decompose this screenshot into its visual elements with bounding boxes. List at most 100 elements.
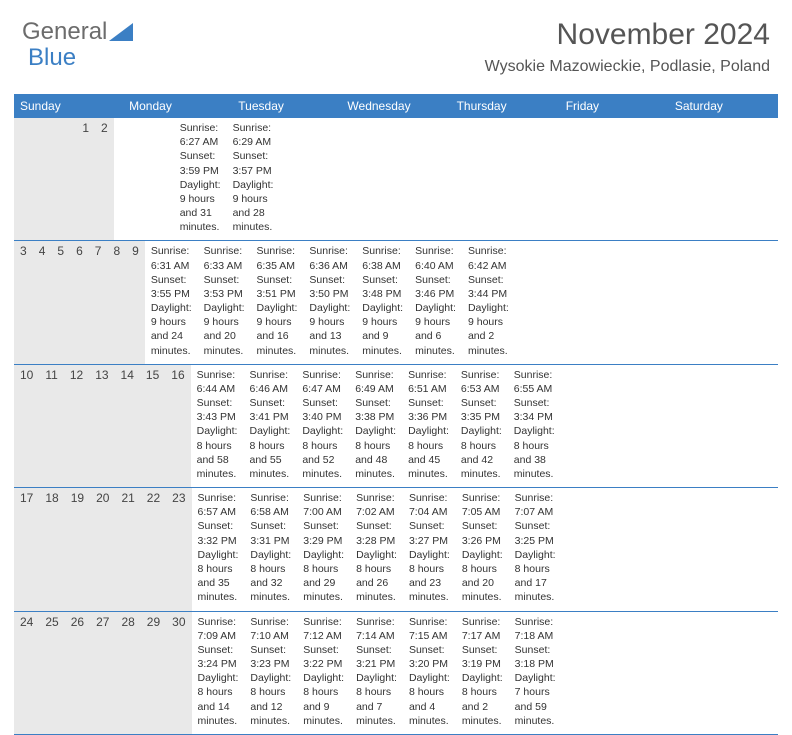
day-body: Sunrise: 6:27 AM Sunset: 3:59 PM Dayligh… [174,118,227,240]
day-body: Sunrise: 6:33 AM Sunset: 3:53 PM Dayligh… [198,241,251,363]
day-number: 9 [126,241,145,363]
day-number: 26 [65,612,90,734]
day-number: 17 [14,488,39,610]
week-row: 10111213141516Sunrise: 6:44 AM Sunset: 3… [14,365,778,488]
day-number [51,118,63,240]
calendar: Sunday Monday Tuesday Wednesday Thursday… [14,94,778,735]
day-body [150,118,162,240]
day-number: 21 [115,488,140,610]
day-number: 2 [95,118,114,240]
location-text: Wysokie Mazowieckie, Podlasie, Poland [485,58,770,76]
day-number: 13 [89,365,114,487]
day-number: 23 [166,488,191,610]
day-body [114,118,126,240]
logo-triangle-icon [109,23,133,41]
day-body: Sunrise: 6:49 AM Sunset: 3:38 PM Dayligh… [349,365,402,487]
daybody-row: Sunrise: 6:31 AM Sunset: 3:55 PM Dayligh… [145,241,515,363]
dow-tuesday: Tuesday [232,94,341,118]
dow-monday: Monday [123,94,232,118]
daynum-row: 24252627282930 [14,612,192,734]
day-body: Sunrise: 7:07 AM Sunset: 3:25 PM Dayligh… [509,488,562,610]
dow-sunday: Sunday [14,94,123,118]
day-body: Sunrise: 7:17 AM Sunset: 3:19 PM Dayligh… [456,612,509,734]
day-body: Sunrise: 6:29 AM Sunset: 3:57 PM Dayligh… [227,118,280,240]
day-body: Sunrise: 7:10 AM Sunset: 3:23 PM Dayligh… [244,612,297,734]
logo-text-2: Blue [28,44,76,72]
week-row: 12 Sunrise: 6:27 AM Sunset: 3:59 PM Dayli… [14,118,778,241]
day-body: Sunrise: 6:57 AM Sunset: 3:32 PM Dayligh… [192,488,245,610]
day-body: Sunrise: 6:44 AM Sunset: 3:43 PM Dayligh… [191,365,244,487]
day-number: 10 [14,365,39,487]
day-number: 15 [140,365,165,487]
day-number: 25 [39,612,64,734]
day-body: Sunrise: 7:15 AM Sunset: 3:20 PM Dayligh… [403,612,456,734]
day-body: Sunrise: 6:42 AM Sunset: 3:44 PM Dayligh… [462,241,515,363]
day-body: Sunrise: 6:40 AM Sunset: 3:46 PM Dayligh… [409,241,462,363]
day-body [126,118,138,240]
day-number: 27 [90,612,115,734]
day-body: Sunrise: 6:47 AM Sunset: 3:40 PM Dayligh… [296,365,349,487]
day-number: 24 [14,612,39,734]
week-row: 3456789Sunrise: 6:31 AM Sunset: 3:55 PM … [14,241,778,364]
day-body: Sunrise: 7:05 AM Sunset: 3:26 PM Dayligh… [456,488,509,610]
daynum-row: 17181920212223 [14,488,192,610]
day-number: 3 [14,241,33,363]
day-number [64,118,76,240]
day-number: 16 [165,365,190,487]
header: General November 2024 Wysokie Mazowiecki… [0,0,792,84]
week-row: 17181920212223Sunrise: 6:57 AM Sunset: 3… [14,488,778,611]
dow-wednesday: Wednesday [341,94,450,118]
day-number: 14 [115,365,140,487]
day-body [138,118,150,240]
page-title: November 2024 [485,18,770,52]
day-body: Sunrise: 7:04 AM Sunset: 3:27 PM Dayligh… [403,488,456,610]
daynum-row: 12 [14,118,114,240]
week-row: 24252627282930Sunrise: 7:09 AM Sunset: 3… [14,612,778,735]
day-body: Sunrise: 6:31 AM Sunset: 3:55 PM Dayligh… [145,241,198,363]
day-number: 4 [33,241,52,363]
dow-row: Sunday Monday Tuesday Wednesday Thursday… [14,94,778,118]
dow-thursday: Thursday [451,94,560,118]
daynum-row: 10111213141516 [14,365,191,487]
weeks-container: 12 Sunrise: 6:27 AM Sunset: 3:59 PM Dayli… [14,118,778,735]
day-body: Sunrise: 6:51 AM Sunset: 3:36 PM Dayligh… [402,365,455,487]
day-number [26,118,38,240]
day-number: 18 [39,488,64,610]
day-body: Sunrise: 6:36 AM Sunset: 3:50 PM Dayligh… [303,241,356,363]
day-number: 22 [141,488,166,610]
day-number: 30 [166,612,191,734]
day-body: Sunrise: 6:46 AM Sunset: 3:41 PM Dayligh… [243,365,296,487]
logo: General [22,18,133,46]
day-number [39,118,51,240]
day-number: 19 [65,488,90,610]
day-number: 11 [39,365,63,487]
day-body: Sunrise: 6:38 AM Sunset: 3:48 PM Dayligh… [356,241,409,363]
day-number [14,118,26,240]
day-body: Sunrise: 6:55 AM Sunset: 3:34 PM Dayligh… [508,365,561,487]
day-number: 29 [141,612,166,734]
day-body: Sunrise: 7:02 AM Sunset: 3:28 PM Dayligh… [350,488,403,610]
daybody-row: Sunrise: 7:09 AM Sunset: 3:24 PM Dayligh… [192,612,562,734]
title-block: November 2024 Wysokie Mazowieckie, Podla… [485,18,770,76]
day-body: Sunrise: 7:18 AM Sunset: 3:18 PM Dayligh… [509,612,562,734]
daybody-row: Sunrise: 6:57 AM Sunset: 3:32 PM Dayligh… [192,488,562,610]
day-number: 12 [64,365,89,487]
day-number: 6 [70,241,89,363]
day-body: Sunrise: 6:58 AM Sunset: 3:31 PM Dayligh… [244,488,297,610]
dow-friday: Friday [560,94,669,118]
dow-saturday: Saturday [669,94,778,118]
day-number: 28 [115,612,140,734]
day-body: Sunrise: 7:00 AM Sunset: 3:29 PM Dayligh… [297,488,350,610]
day-body: Sunrise: 7:09 AM Sunset: 3:24 PM Dayligh… [192,612,245,734]
daybody-row: Sunrise: 6:44 AM Sunset: 3:43 PM Dayligh… [191,365,561,487]
day-body: Sunrise: 7:14 AM Sunset: 3:21 PM Dayligh… [350,612,403,734]
daybody-row: Sunrise: 6:27 AM Sunset: 3:59 PM Dayligh… [114,118,280,240]
day-number: 8 [107,241,126,363]
day-number: 1 [76,118,95,240]
logo-text-1: General [22,18,107,46]
day-body: Sunrise: 7:12 AM Sunset: 3:22 PM Dayligh… [297,612,350,734]
day-body [162,118,174,240]
day-number: 5 [51,241,70,363]
day-body: Sunrise: 6:35 AM Sunset: 3:51 PM Dayligh… [251,241,304,363]
day-number: 20 [90,488,115,610]
